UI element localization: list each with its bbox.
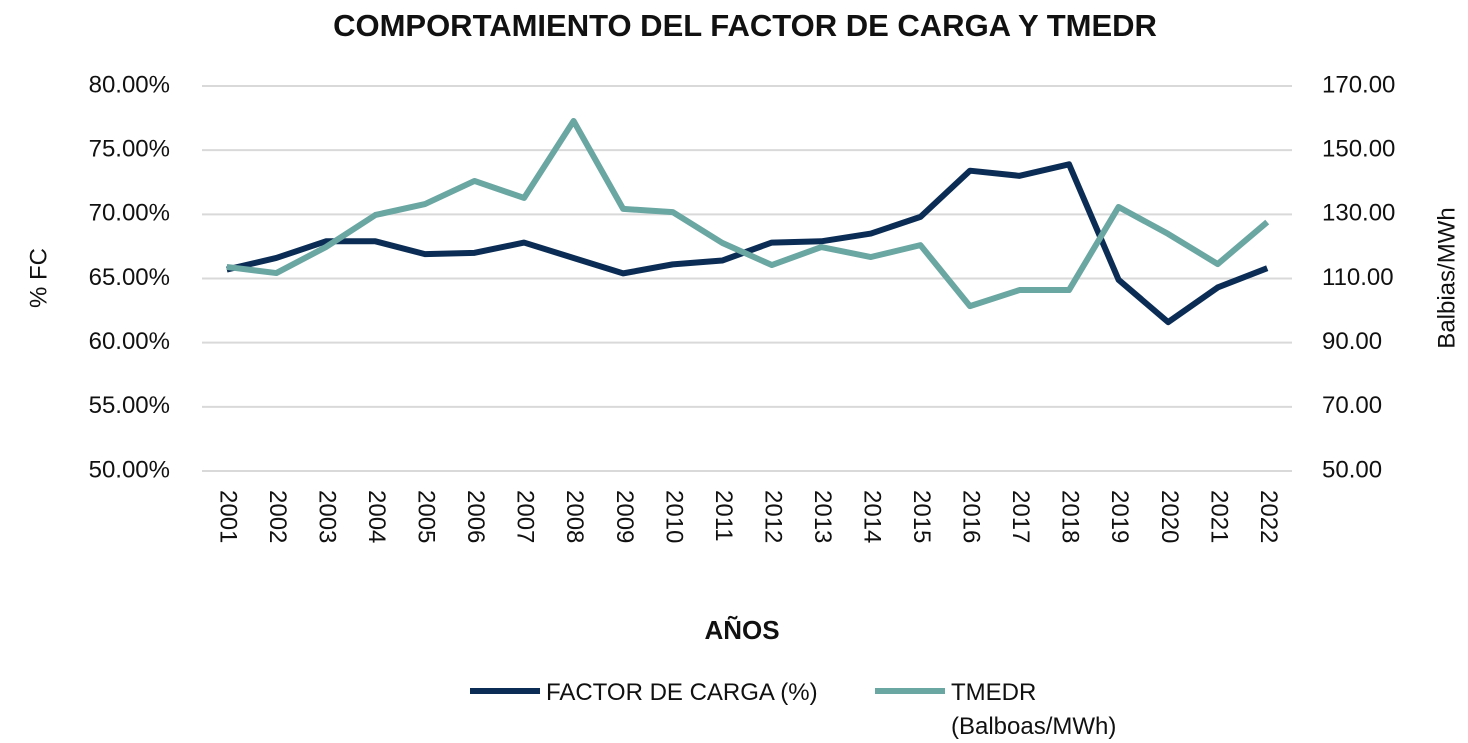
y2-tick-label: 70.00 — [1322, 392, 1382, 419]
x-tick-label: 2007 — [512, 490, 539, 543]
y2-axis-title: Balbias/MWh — [1433, 207, 1460, 348]
y2-tick-label: 110.00 — [1322, 264, 1394, 291]
y2-tick-label: 170.00 — [1322, 71, 1395, 98]
x-tick-label: 2019 — [1106, 490, 1133, 543]
y-tick-label: 65.00% — [89, 264, 170, 291]
legend-swatch — [470, 688, 540, 694]
x-tick-label: 2013 — [809, 490, 836, 543]
x-tick-label: 2001 — [214, 490, 241, 543]
x-tick-label: 2004 — [363, 490, 390, 543]
y2-tick-label: 150.00 — [1322, 136, 1395, 163]
x-tick-label: 2009 — [611, 490, 638, 543]
x-tick-label: 2014 — [859, 490, 886, 543]
legend-label: FACTOR DE CARGA (%) — [546, 679, 818, 706]
x-tick-label: 2016 — [958, 490, 985, 543]
x-tick-label: 2011 — [710, 490, 737, 542]
x-tick-label: 2015 — [908, 490, 935, 543]
y-axis-title: % FC — [25, 248, 52, 308]
x-tick-label: 2020 — [1156, 490, 1183, 543]
x-tick-label: 2017 — [1007, 490, 1034, 543]
x-tick-label: 2002 — [264, 490, 291, 543]
x-tick-label: 2003 — [314, 490, 341, 543]
x-tick-label: 2018 — [1057, 490, 1084, 543]
legend-item: TMEDR (Balboas/MWh) — [875, 676, 1166, 743]
x-tick-label: 2012 — [759, 490, 786, 543]
y-tick-label: 75.00% — [89, 136, 170, 163]
x-tick-label: 2010 — [660, 490, 687, 543]
y2-tick-label: 90.00 — [1322, 328, 1382, 355]
y-tick-label: 60.00% — [89, 328, 170, 355]
y2-tick-label: 130.00 — [1322, 200, 1395, 227]
y-tick-label: 55.00% — [89, 392, 170, 419]
y-tick-label: 70.00% — [89, 200, 170, 227]
x-tick-label: 2008 — [561, 490, 588, 543]
y-tick-label: 50.00% — [89, 456, 170, 483]
legend-label: TMEDR (Balboas/MWh) — [951, 679, 1117, 740]
x-tick-label: 2005 — [413, 490, 440, 543]
series-line — [226, 117, 1270, 310]
x-tick-label: 2006 — [462, 490, 489, 543]
x-axis-title: AÑOS — [704, 615, 779, 645]
legend-item: FACTOR DE CARGA (%) — [470, 676, 846, 710]
x-tick-label: 2022 — [1255, 490, 1282, 543]
series-line — [226, 161, 1269, 326]
y2-tick-label: 50.00 — [1322, 456, 1382, 483]
chart-title: COMPORTAMIENTO DEL FACTOR DE CARGA Y TME… — [333, 8, 1157, 43]
y-tick-label: 80.00% — [89, 71, 170, 98]
x-tick-label: 2021 — [1205, 490, 1232, 543]
legend-swatch — [875, 688, 945, 694]
